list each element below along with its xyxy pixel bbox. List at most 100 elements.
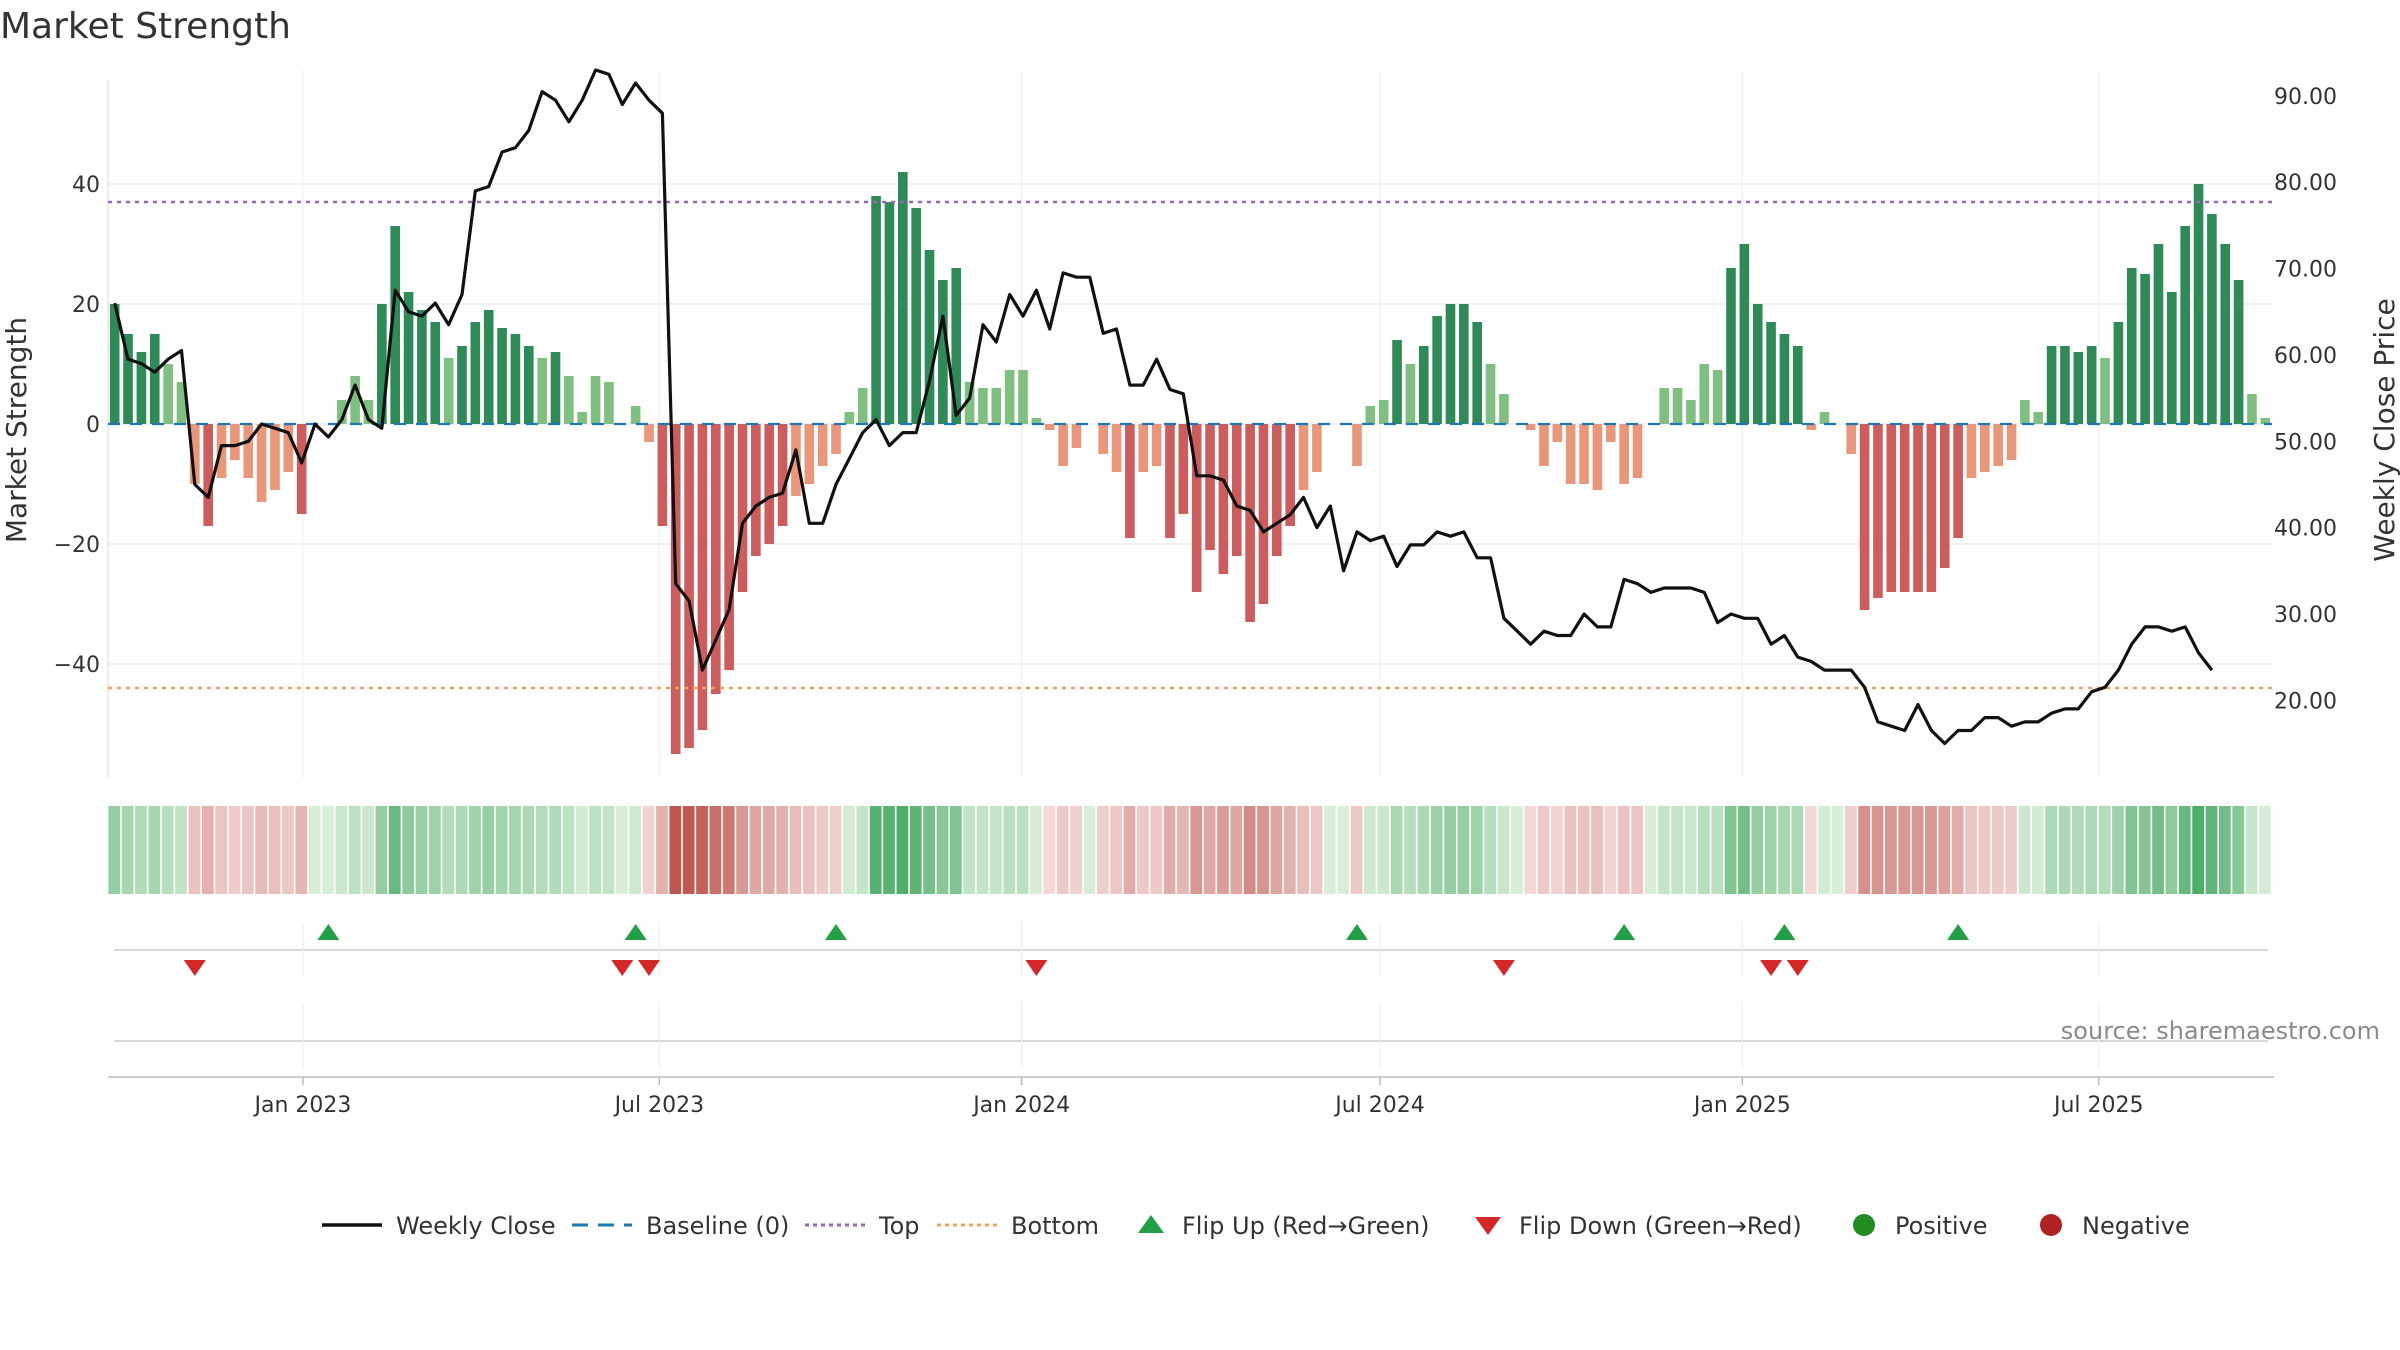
strip-cell xyxy=(696,806,708,894)
strength-bar xyxy=(2153,244,2164,424)
strength-bar xyxy=(577,412,588,424)
strength-bar xyxy=(1218,424,1229,574)
strip-cell xyxy=(469,806,481,894)
y-right-tick-label: 50.00 xyxy=(2274,430,2337,455)
strength-bar xyxy=(1044,424,1055,430)
strip-cell xyxy=(749,806,762,894)
strength-bars xyxy=(109,172,2271,754)
strength-bar xyxy=(350,376,360,424)
y-left-tick-label: 40 xyxy=(72,173,100,198)
strength-bar xyxy=(1806,424,1816,430)
strip-cell xyxy=(121,806,134,894)
strip-cell xyxy=(1551,806,1563,894)
strength-bar xyxy=(1966,424,1977,478)
strip-cell xyxy=(161,806,174,894)
strength-bar xyxy=(2247,394,2257,424)
strip-cell xyxy=(2031,806,2044,894)
strip-cell xyxy=(669,806,682,894)
strip-cell xyxy=(1457,806,1470,894)
strip-cell xyxy=(642,806,655,894)
strength-bar xyxy=(1018,370,1028,424)
strip-cell xyxy=(2259,806,2271,894)
strip-cell xyxy=(936,806,949,894)
strip-cell xyxy=(2152,806,2164,894)
strength-bar xyxy=(630,406,641,424)
strip-cell xyxy=(1591,806,1603,894)
y-left-tick-label: −40 xyxy=(54,653,100,678)
strength-bar xyxy=(1058,424,1068,466)
strength-bar xyxy=(1298,424,1309,490)
strip-cell xyxy=(1925,806,1937,894)
strength-bar xyxy=(1191,424,1202,592)
strip-cell xyxy=(1631,806,1643,894)
strip-cell xyxy=(1190,806,1203,894)
strength-bar xyxy=(1111,424,1122,472)
strip-cell xyxy=(308,806,321,894)
x-tick-label: Jul 2025 xyxy=(2052,1093,2144,1118)
strip-cell xyxy=(1310,806,1323,894)
strength-bar xyxy=(871,196,881,424)
strip-cell xyxy=(1230,806,1243,894)
strip-cell xyxy=(1257,806,1269,894)
flip-up-marker xyxy=(1345,924,1368,940)
strength-bar xyxy=(1071,424,1082,448)
strip-cell xyxy=(402,806,415,894)
legend-swatch-flip_down xyxy=(1475,1217,1501,1235)
strip-cell xyxy=(1577,806,1590,894)
strength-bar xyxy=(109,304,120,424)
strength-bar xyxy=(2260,418,2271,424)
strength-bar xyxy=(804,424,815,484)
strip-cell xyxy=(295,806,308,894)
flip-down-marker xyxy=(1760,960,1783,976)
strength-bar xyxy=(791,424,801,496)
strip-cell xyxy=(856,806,869,894)
strip-cell xyxy=(175,806,187,894)
strip-cell xyxy=(1871,806,1884,894)
strength-bar xyxy=(1312,424,1322,472)
strength-bar xyxy=(1619,424,1629,484)
strength-bar xyxy=(296,424,307,514)
strip-cell xyxy=(816,806,829,894)
strip-cell xyxy=(2112,806,2124,894)
strength-bar xyxy=(978,388,988,424)
strip-cell xyxy=(2085,806,2098,894)
strength-bar xyxy=(1165,424,1175,538)
strength-bar xyxy=(831,424,841,454)
strength-bar xyxy=(2006,424,2017,460)
strip-cell xyxy=(883,806,895,894)
strength-bar xyxy=(1886,424,1897,592)
strength-bar xyxy=(1819,412,1830,424)
strip-cell xyxy=(2165,806,2178,894)
strip-cell xyxy=(2045,806,2058,894)
strip-cell xyxy=(228,806,241,894)
strip-cell xyxy=(1831,806,1844,894)
strength-bar xyxy=(1004,370,1015,424)
strip-cell xyxy=(322,806,334,894)
strip-cell xyxy=(976,806,989,894)
y-right-tick-label: 60.00 xyxy=(2274,344,2337,369)
strength-bar xyxy=(1659,388,1670,424)
strength-bar xyxy=(1125,424,1135,538)
strip-cell xyxy=(1083,806,1096,894)
strip-cell xyxy=(1738,806,1750,894)
strip-cell xyxy=(1991,806,2004,894)
strength-bar xyxy=(1592,424,1603,490)
strength-bar xyxy=(443,358,454,424)
legend: Weekly Close Baseline (0) Top Bottom Flip Up… xyxy=(322,1212,2190,1240)
strip-cell xyxy=(255,806,268,894)
strength-bar xyxy=(1231,424,1242,556)
strip-cell xyxy=(1858,806,1871,894)
strip-cell xyxy=(1885,806,1897,894)
strength-bar xyxy=(417,310,427,424)
strip-cell xyxy=(201,806,214,894)
strip-cell xyxy=(682,806,695,894)
strength-bar xyxy=(256,424,267,502)
strength-bar xyxy=(510,334,521,424)
strip-cell xyxy=(1711,806,1724,894)
strength-bar xyxy=(857,388,868,424)
flip-up-marker xyxy=(317,924,340,940)
strip-cell xyxy=(909,806,922,894)
flip-down-marker xyxy=(1786,960,1809,976)
strip-cell xyxy=(2178,806,2191,894)
